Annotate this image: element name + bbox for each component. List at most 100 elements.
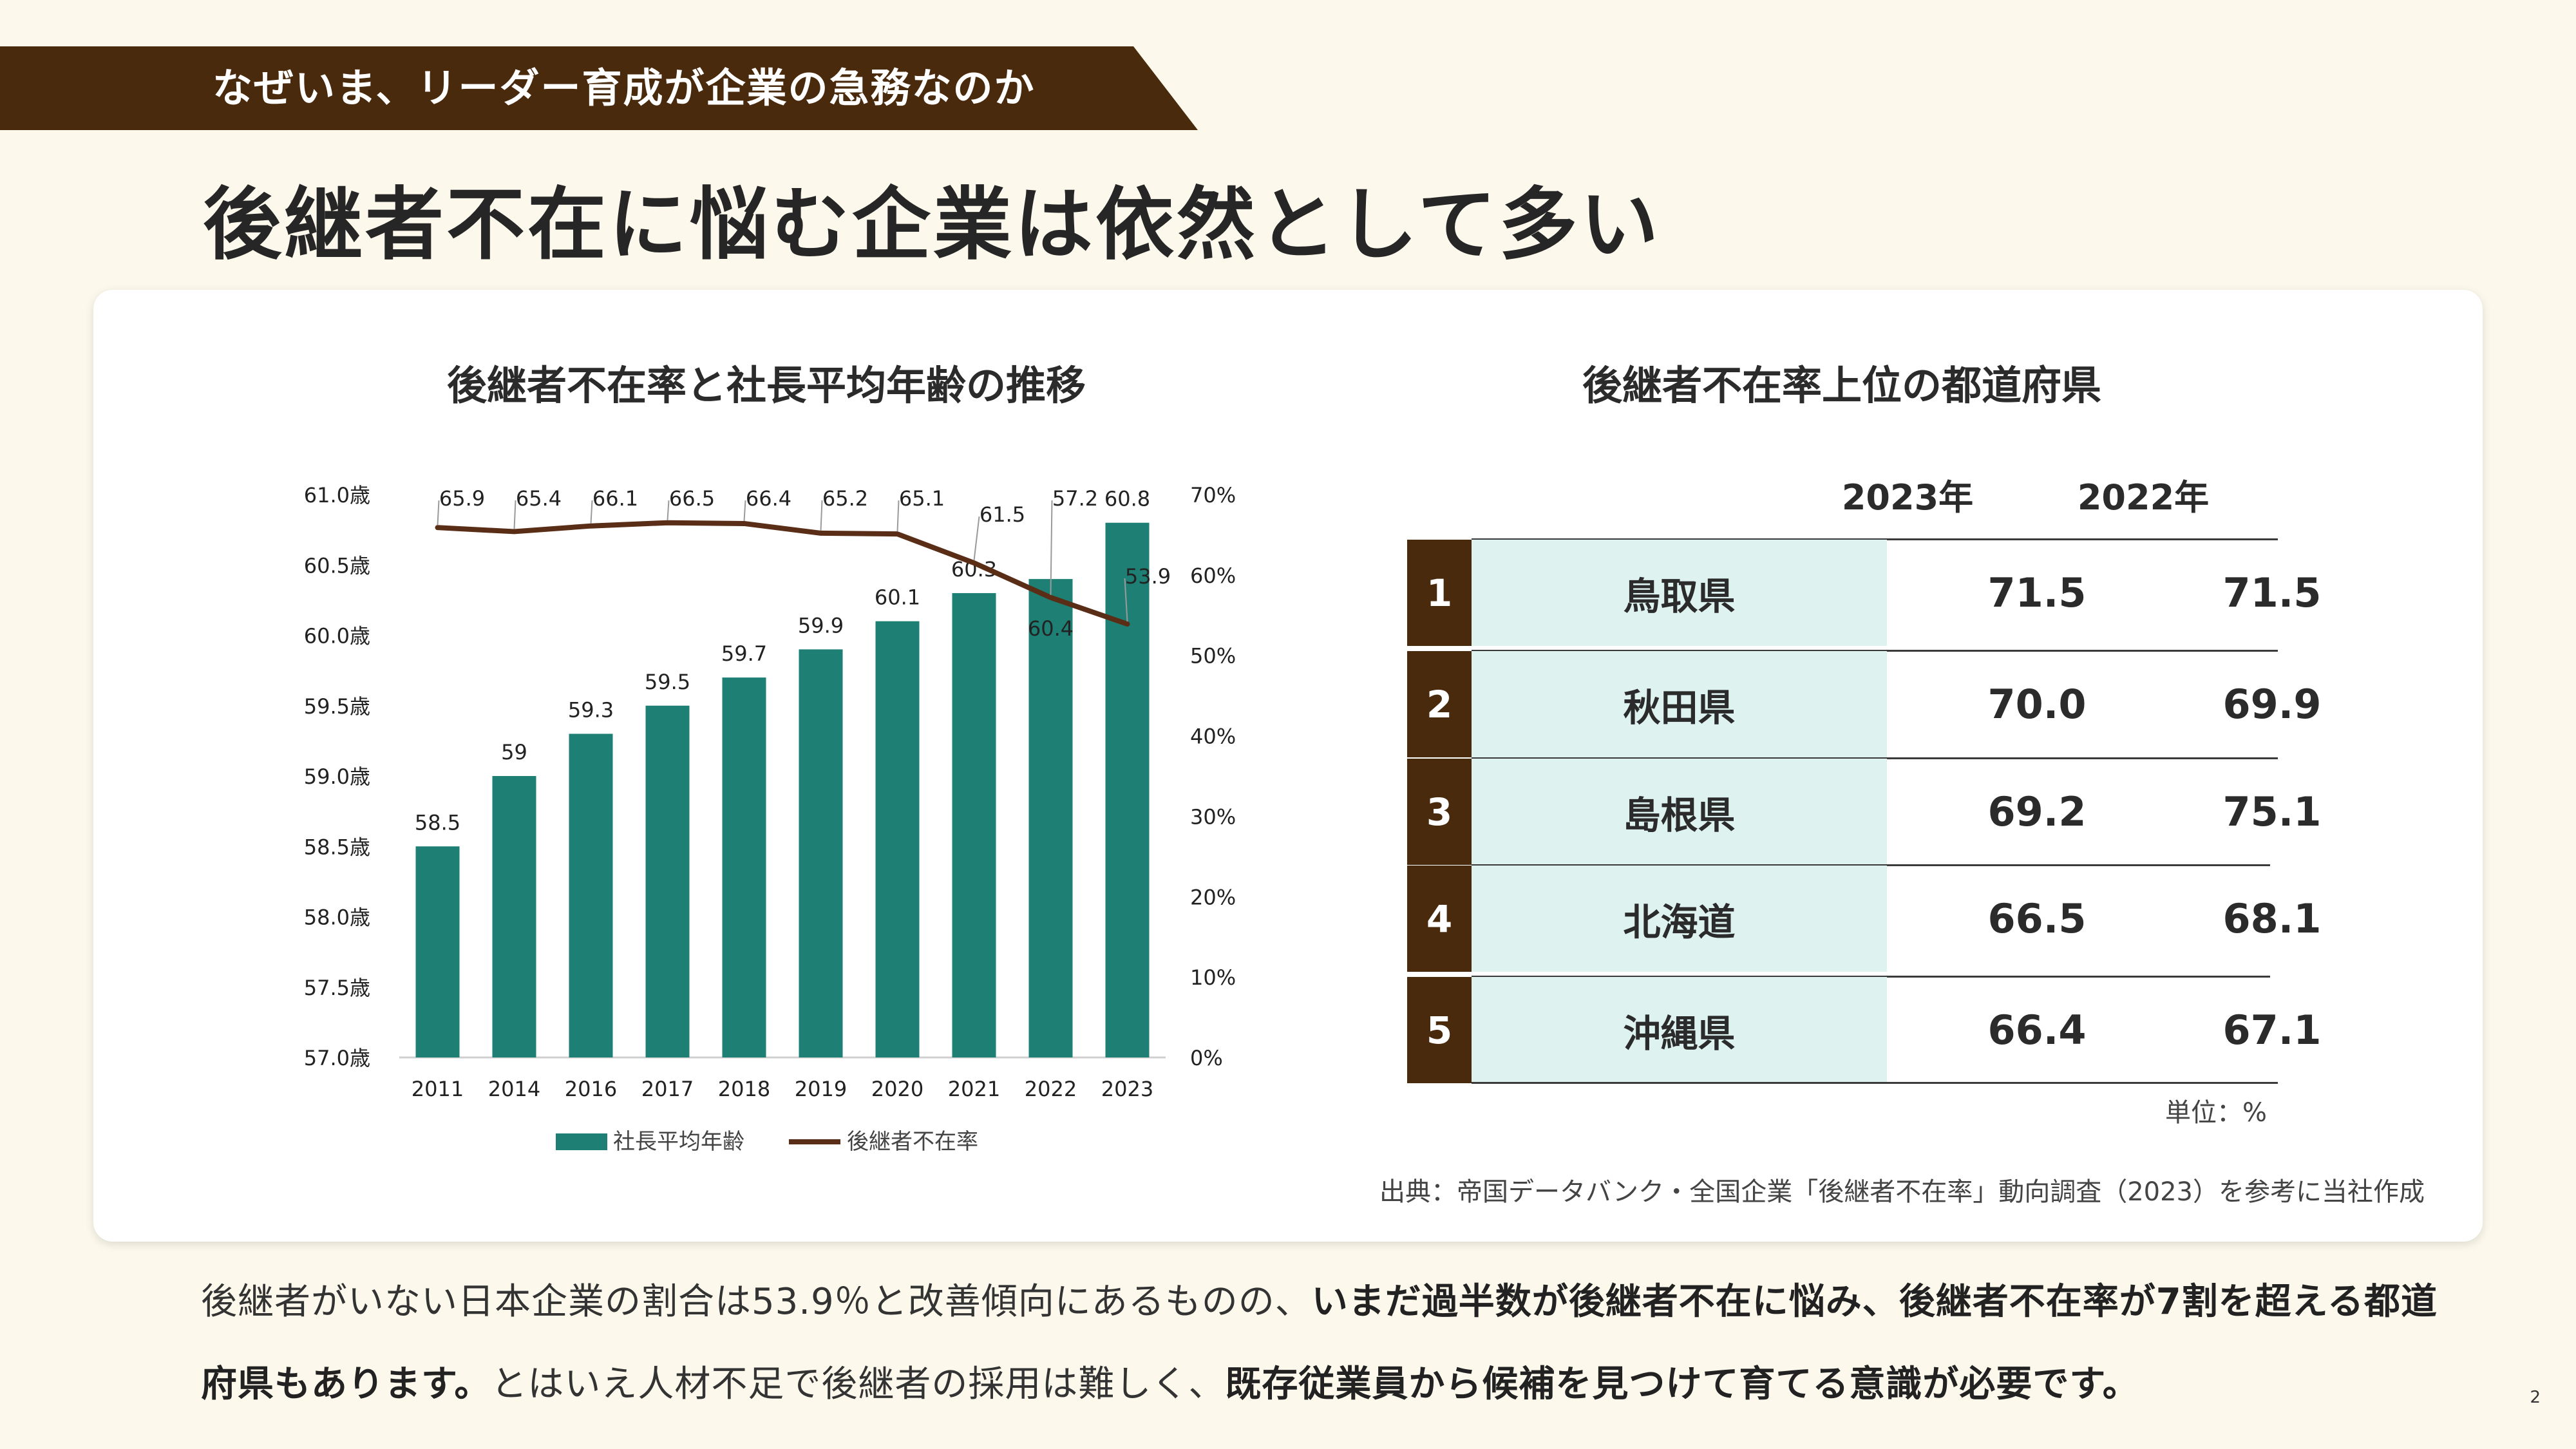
source-note: 出典：帝国データバンク・全国企業「後継者不在率」動向調査（2023）を参考に当社… (1379, 1177, 2425, 1207)
value-2023-cell: 66.4 (1987, 1007, 2087, 1054)
value-2022-cell: 71.5 (2222, 569, 2322, 616)
body-text-part1: 後継者がいない日本企業の割合は53.9％と改善傾向にあるものの、 (201, 1281, 1312, 1323)
table-bottom-rule (1472, 1082, 2278, 1084)
legend-label-bar: 社長平均年齢 (613, 1129, 744, 1155)
x-axis-tick-label: 2022 (1025, 1077, 1077, 1101)
right-axis-tick-label: 60% (1190, 564, 1236, 588)
bar-data-label: 59.5 (645, 670, 690, 694)
x-axis-tick-label: 2014 (488, 1077, 540, 1101)
line-data-label: 61.5 (980, 502, 1025, 527)
line-data-label: 65.4 (516, 486, 562, 511)
bar-2011 (415, 846, 460, 1057)
x-axis-tick-label: 2021 (948, 1077, 1000, 1101)
rank-cell: 5 (1407, 977, 1472, 1083)
prefecture-cell: 島根県 (1472, 759, 1887, 865)
line-label-leader (667, 500, 670, 520)
line-label-leader (590, 500, 593, 524)
body-text-emphasis1: いまだ過半数が後継者不在に悩み、後継者不在率が7割を超える都道府県もあります。 (201, 1281, 2438, 1405)
x-axis-tick-label: 2017 (641, 1077, 694, 1101)
value-2023-cell: 66.5 (1987, 895, 2087, 942)
value-2022-cell: 67.1 (2222, 1007, 2322, 1054)
table-title: 後継者不在率上位の都道府県 (1582, 362, 2101, 409)
rank-cell: 2 (1407, 651, 1472, 757)
line-data-label: 65.1 (899, 486, 945, 511)
line-data-label: 66.1 (592, 486, 638, 511)
bar-data-label: 58.5 (415, 810, 460, 835)
table-header-2023: 2023年 (1841, 477, 1974, 518)
body-text-part3: とはいえ人材不足で後継者の採用は難しく、 (491, 1363, 1226, 1405)
line-data-label: 57.2 (1052, 486, 1098, 511)
table-row: 2 秋田県 70.0 69.9 (1407, 651, 2321, 757)
header-banner (0, 46, 1198, 130)
row-divider (1472, 976, 2270, 978)
left-axis-tick-label: 60.5歳 (304, 553, 370, 578)
left-axis-tick-label: 61.0歳 (304, 483, 370, 507)
x-axis-tick-label: 2016 (565, 1077, 617, 1101)
bar-2021 (952, 592, 996, 1057)
table-top-rule (1472, 538, 2278, 540)
bar-2020 (875, 621, 920, 1057)
legend-swatch-bar (556, 1133, 607, 1150)
value-2023-cell: 69.2 (1987, 788, 2087, 835)
x-axis-tick-label: 2011 (412, 1077, 464, 1101)
right-axis-tick-label: 30% (1190, 804, 1236, 829)
line-label-leader (513, 500, 516, 529)
value-2022-cell: 68.1 (2222, 895, 2322, 942)
unit-label: 単位：% (2164, 1098, 2267, 1128)
bar-data-label: 59.3 (568, 697, 614, 722)
bar-2017 (645, 705, 690, 1057)
value-2023-cell: 70.0 (1987, 681, 2087, 728)
body-text-emphasis2: 既存従業員から候補を見つけて育てる意識が必要です。 (1225, 1363, 2139, 1405)
bar-2016 (569, 734, 613, 1057)
left-axis-tick-label: 59.5歳 (304, 694, 370, 719)
right-axis-tick-label: 40% (1190, 724, 1236, 749)
row-divider (1472, 757, 2278, 759)
line-data-label: 65.2 (822, 486, 868, 511)
bar-data-label: 59 (501, 740, 527, 764)
line-data-label: 65.9 (439, 486, 485, 511)
line-data-label: 66.5 (669, 486, 715, 511)
prefecture-cell: 秋田県 (1472, 651, 1887, 757)
bar-data-label: 60.4 (1028, 616, 1074, 641)
table-row: 4 北海道 66.5 68.1 (1407, 866, 2321, 972)
right-axis-tick-label: 10% (1190, 965, 1236, 990)
bar-data-label: 59.7 (721, 641, 767, 666)
value-2023-cell: 71.5 (1987, 569, 2087, 616)
bar-data-label: 59.9 (798, 613, 844, 638)
left-axis-tick-label: 60.0歳 (304, 624, 370, 649)
right-axis-tick-label: 0% (1190, 1046, 1223, 1070)
table-row: 3 島根県 69.2 75.1 (1407, 759, 2321, 865)
rate-line (435, 520, 1130, 627)
left-axis-tick-label: 58.5歳 (304, 835, 370, 859)
table-row: 5 沖縄県 66.4 67.1 (1407, 977, 2321, 1083)
line-data-label: 66.4 (746, 486, 791, 511)
prefecture-cell: 沖縄県 (1472, 977, 1887, 1083)
right-axis-tick-label: 70% (1190, 483, 1236, 507)
right-axis-tick-label: 50% (1190, 644, 1236, 668)
row-divider (1472, 864, 2270, 866)
rank-cell: 3 (1407, 759, 1472, 865)
row-divider (1472, 650, 2278, 652)
prefecture-cell: 鳥取県 (1472, 540, 1887, 646)
rank-cell: 4 (1407, 866, 1472, 972)
line-label-leader (1124, 578, 1128, 622)
table-header-2022: 2022年 (2077, 477, 2210, 518)
page-number: 2 (2530, 1388, 2541, 1407)
x-axis-tick-label: 2023 (1101, 1077, 1153, 1101)
bar-2014 (492, 776, 536, 1057)
bar-data-label: 60.8 (1104, 487, 1150, 511)
rank-cell: 1 (1407, 540, 1472, 646)
value-2022-cell: 75.1 (2222, 788, 2322, 835)
line-label-leader (1050, 500, 1053, 595)
line-label-leader (743, 500, 746, 522)
left-axis-tick-label: 57.0歳 (304, 1046, 370, 1070)
chart-title: 後継者不在率と社長平均年齢の推移 (446, 362, 1086, 409)
line-label-leader (437, 500, 440, 526)
bar-2023 (1105, 522, 1150, 1057)
left-axis-tick-label: 57.5歳 (304, 976, 370, 1000)
prefecture-cell: 北海道 (1472, 866, 1887, 972)
table-row: 1 鳥取県 71.5 71.5 (1407, 540, 2321, 646)
bar-data-label: 60.1 (875, 585, 920, 610)
line-data-label: 53.9 (1125, 564, 1171, 589)
